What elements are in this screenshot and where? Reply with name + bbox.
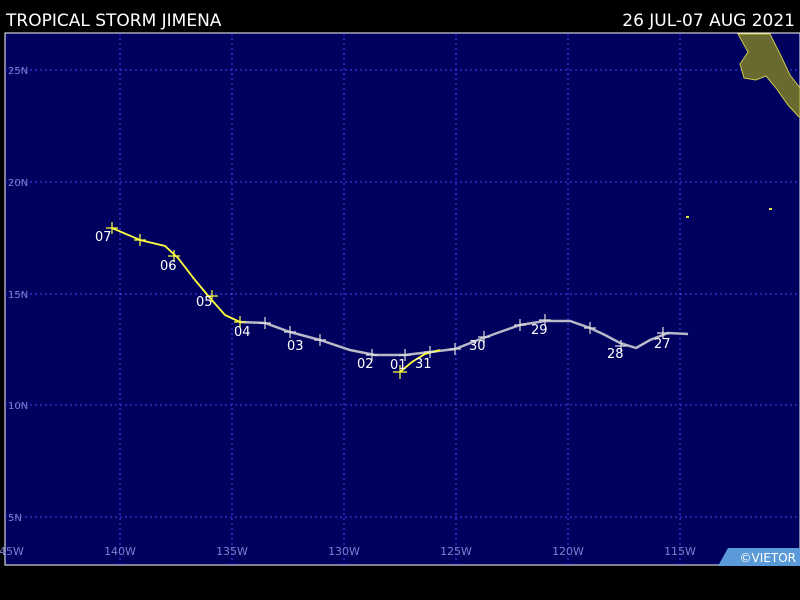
lon-label: 145W [0, 545, 24, 558]
track [106, 222, 689, 379]
day-label: 02 [357, 357, 374, 372]
lon-labels: 145W 140W 135W 130W 125W 120W 115W [0, 545, 696, 558]
lat-label: 5N [8, 513, 22, 524]
day-label: 31 [415, 357, 432, 372]
lat-label: 20N [8, 178, 28, 189]
graticule [5, 33, 800, 565]
ocean [4, 32, 800, 566]
day-label: 04 [234, 325, 251, 340]
track-ticks [106, 222, 669, 379]
day-label: 28 [607, 347, 624, 362]
day-labels: 07 06 05 04 03 02 01 31 30 29 28 27 [95, 230, 671, 373]
lon-label: 130W [328, 545, 360, 558]
credit-badge [718, 548, 800, 566]
day-label: 07 [95, 230, 112, 245]
day-label: 27 [654, 337, 671, 352]
lat-label: 10N [8, 401, 28, 412]
track-depression [239, 319, 689, 357]
lat-labels: 25N 20N 15N 10N 5N [8, 66, 28, 524]
day-label: 29 [531, 323, 548, 338]
island [686, 216, 689, 218]
tick-cross [106, 222, 407, 379]
day-label: 30 [469, 339, 486, 354]
lon-label: 135W [216, 545, 248, 558]
day-label: 01 [390, 358, 407, 373]
day-label: 06 [160, 259, 177, 274]
lat-label: 25N [8, 66, 28, 77]
lat-label: 15N [8, 290, 28, 301]
lon-label: 120W [552, 545, 584, 558]
lon-label: 115W [664, 545, 696, 558]
island [769, 208, 772, 210]
date-range: 26 JUL-07 AUG 2021 [622, 11, 795, 31]
credit: ©VIETOR [740, 551, 796, 565]
tick-cross [259, 314, 669, 361]
title: TROPICAL STORM JIMENA [5, 11, 222, 31]
lon-label: 140W [104, 545, 136, 558]
land-baja [737, 33, 800, 119]
lon-label: 125W [440, 545, 472, 558]
day-label: 05 [196, 295, 213, 310]
track-storm [111, 227, 241, 323]
day-label: 03 [287, 339, 304, 354]
